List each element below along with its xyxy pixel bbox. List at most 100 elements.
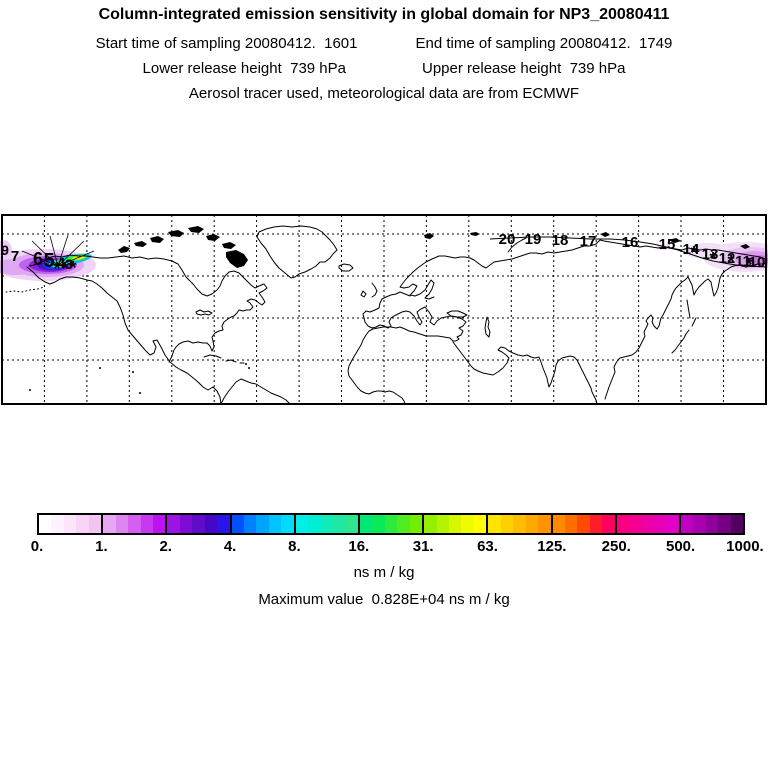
colorbar-segment [424,515,489,533]
colorbar-tick-label: 250. [601,538,631,555]
trajectory-hour-label: 5 [43,250,54,272]
colorbar-cell [76,515,89,533]
colorbar-tick-label: 4. [223,538,237,555]
trajectory-star-marker: * [727,252,734,272]
colorbar-cell [538,515,551,533]
trajectory-hour-label: 4 [57,255,66,272]
colorbar-tick-label: 31. [412,538,434,555]
colorbar-tick-label: 1000. [726,538,764,555]
trajectory-hour-label: 6 [33,249,43,269]
colorbar-cell [461,515,474,533]
colorbar-cell [345,515,358,533]
colorbar-tick-label: 1. [95,538,108,555]
colorbar-tick-label: 16. [348,538,370,555]
colorbar-segment [616,515,681,533]
trajectory-hour-label: 3 [65,256,73,272]
trajectory-hour-label: 18 [552,232,569,249]
trajectory-star-marker: * [709,249,716,269]
colorbar-cell [192,515,205,533]
colorbar-ticks: 0. 1. 2. 4. 8. 16. 31. 63. 125. 250. 500. 1000. [0,538,768,556]
colorbar [37,513,745,535]
colorbar-cell [204,515,218,533]
colorbar-cell [372,515,385,533]
plot-title: Column-integrated emission sensitivity i… [98,6,670,23]
upper-release-text: Upper release height 739 hPa [422,60,626,77]
trajectory-hour-label: 11 [735,253,751,270]
colorbar-cell [641,515,654,533]
max-value-text: Maximum value 0.828E+04 ns m / kg [258,591,510,608]
colorbar-cell [281,515,294,533]
colorbar-tick-label: 8. [288,538,301,555]
colorbar-cell [397,515,410,533]
colorbar-cell [602,515,615,533]
colorbar-cell [333,515,346,533]
colorbar-tick-label: 500. [665,538,696,555]
colorbar-segment [552,515,617,533]
colorbar-cell [589,515,603,533]
colorbar-cell [140,515,153,533]
trajectory-star-marker: * [53,259,60,279]
trajectory-hour-label: 15 [659,236,676,253]
colorbar-cell [513,515,526,533]
colorbar-cell [51,515,64,533]
colorbar-cell [629,515,642,533]
colorbar-cell [616,515,630,533]
trajectory-hour-label: 20 [499,231,516,248]
colorbar-cell [231,515,244,533]
colorbar-segment [295,515,360,533]
colorbar-cell [384,515,398,533]
trajectory-path [489,236,767,268]
colorbar-cell [424,515,437,533]
colorbar-cell [525,515,539,533]
trajectory-hour-label: 16 [622,234,639,251]
colorbar-cell [256,515,269,533]
colorbar-cell [730,515,744,533]
colorbar-cell [500,515,514,533]
map-frame [1,214,767,405]
colorbar-cell [244,515,257,533]
trajectory-star-marker: * [690,243,697,263]
colorbar-tick-label: 2. [159,538,172,555]
release-point-rays [21,234,95,267]
sampling-times-line: Start time of sampling 20080412. 1601 En… [0,35,768,52]
colorbar-cell [103,515,116,533]
lower-release-text: Lower release height 739 hPa [142,60,346,77]
colorbar-cell [179,515,193,533]
tracer-info-line: Aerosol tracer used, meteorological data… [0,85,768,102]
colorbar-cell [217,515,230,533]
colorbar-cell [666,515,679,533]
colorbar-cell [680,515,694,533]
colorbar-cell [693,515,706,533]
colorbar-cell [39,515,52,533]
colorbar-cell [308,515,321,533]
colorbar-segment [488,515,553,533]
colorbar-cell [436,515,449,533]
trajectory-star-marker: * [61,259,68,279]
trajectory-hour-label: 9 [1,242,9,258]
colorbar-cell [88,515,102,533]
colorbar-cell [654,515,667,533]
colorbar-segment [231,515,296,533]
colorbar-cell [63,515,77,533]
colorbar-cell [449,515,462,533]
colorbar-cell [152,515,166,533]
colorbar-segment [359,515,425,533]
end-time-text: End time of sampling 20080412. 1749 [415,35,673,52]
colorbar-cell [552,515,565,533]
trajectory-hour-label: 13 [702,246,719,263]
colorbar-cell [320,515,334,533]
trajectory-star-marker: * [745,255,752,275]
colorbar-units: ns m / kg [353,564,415,581]
start-time-text: Start time of sampling 20080412. 1601 [95,35,358,52]
plume-secondary [657,242,768,272]
colorbar-tick-label: 63. [477,538,498,555]
colorbar-cell [718,515,731,533]
colorbar-cell [488,515,501,533]
colorbar-cell [409,515,423,533]
trajectory-hour-label: 17 [580,233,597,250]
colorbar-cell [705,515,719,533]
colorbar-tick-label: 0. [30,538,44,555]
trajectory-hour-label: 7 [11,248,19,265]
trajectory-hour-label: 12 [719,250,736,267]
